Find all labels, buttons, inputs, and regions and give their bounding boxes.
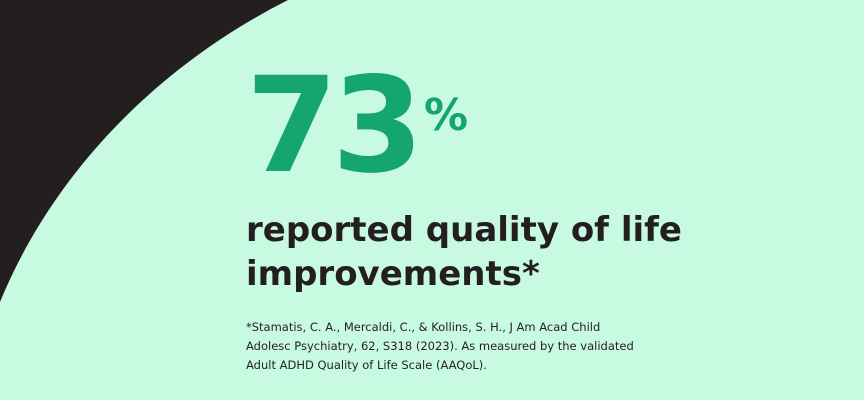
headline: reported quality of life improvements*	[246, 208, 806, 296]
citation-footnote: *Stamatis, C. A., Mercaldi, C., & Kollin…	[246, 318, 806, 375]
citation-line-1: *Stamatis, C. A., Mercaldi, C., & Kollin…	[246, 320, 601, 334]
stat-number: 73	[246, 49, 424, 203]
headline-line-2: improvements*	[246, 254, 540, 294]
citation-line-3: Adult ADHD Quality of Life Scale (AAQoL)…	[246, 358, 487, 372]
stat-percent-symbol: %	[424, 90, 469, 141]
headline-line-1: reported quality of life	[246, 210, 682, 250]
dark-curved-corner	[0, 0, 288, 302]
citation-line-2: Adolesc Psychiatry, 62, S318 (2023). As …	[246, 339, 634, 353]
